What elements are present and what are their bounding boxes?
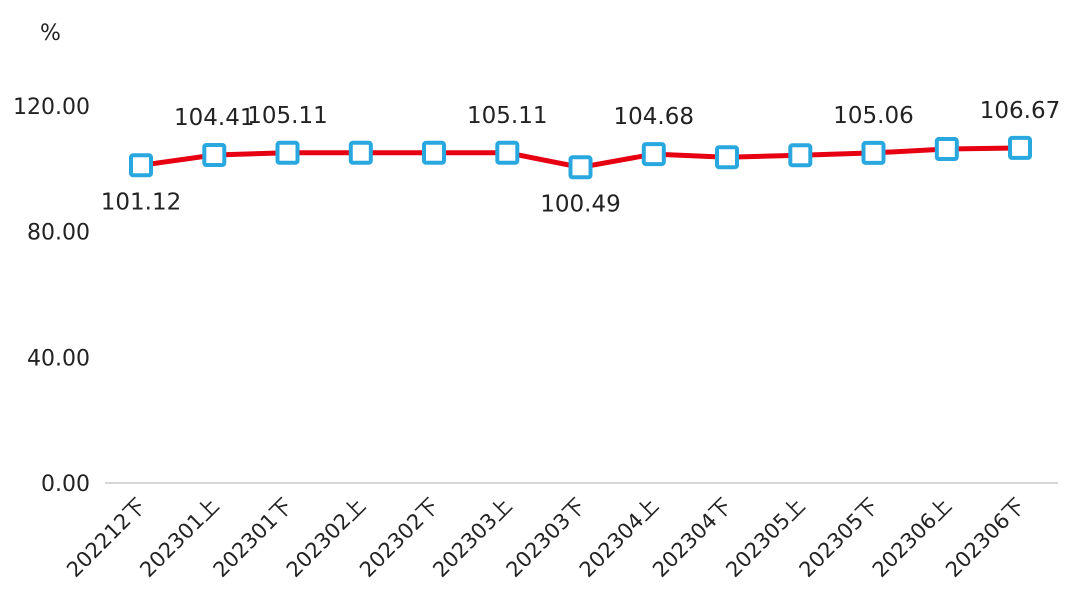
x-tick-label: 202305上: [721, 494, 810, 583]
data-point-marker: [495, 140, 520, 165]
data-point-marker: [788, 143, 813, 168]
data-point-marker: [715, 145, 739, 170]
data-point-marker: [641, 142, 666, 167]
data-point-marker: [202, 143, 227, 167]
data-label: 101.12: [101, 189, 181, 215]
data-label: 104.68: [614, 104, 694, 130]
data-point-marker: [275, 140, 300, 165]
x-tick-label: 202304下: [648, 494, 737, 583]
x-tick-label: 202302上: [282, 494, 371, 583]
x-tick-label: 202301上: [135, 494, 224, 583]
y-tick-label: 120.00: [13, 95, 90, 120]
x-tick-label: 202306下: [941, 494, 1030, 583]
y-axis-ticks: 0.00 40.00 80.00 120.00: [13, 95, 90, 497]
data-label: 105.06: [833, 103, 913, 129]
y-unit-label: %: [40, 21, 61, 46]
data-point-marker: [861, 140, 886, 165]
y-tick-label: 40.00: [27, 346, 90, 371]
data-point-marker: [129, 153, 153, 178]
data-label: 106.67: [980, 98, 1060, 124]
data-point-marker: [568, 155, 593, 180]
x-axis-ticks: 202212下202301上202301下202302上202302下20230…: [62, 494, 1030, 583]
data-label: 105.11: [467, 103, 547, 129]
data-point-marker: [422, 140, 446, 165]
y-tick-label: 80.00: [27, 221, 90, 246]
x-tick-label: 202303下: [502, 494, 591, 583]
y-tick-label: 0.00: [41, 472, 90, 497]
x-tick-label: 202212下: [62, 494, 151, 583]
series-markers: [129, 135, 1032, 180]
data-point-marker: [934, 137, 959, 161]
x-tick-label: 202304上: [575, 494, 664, 583]
data-point-marker: [1008, 135, 1032, 160]
x-tick-label: 202305下: [795, 494, 884, 583]
data-label: 100.49: [540, 191, 620, 217]
x-tick-label: 202302下: [355, 494, 444, 583]
data-label: 104.41: [174, 105, 254, 131]
x-tick-label: 202306上: [868, 494, 957, 583]
data-label: 105.11: [247, 103, 327, 129]
data-point-marker: [348, 140, 373, 165]
x-tick-label: 202303上: [428, 494, 517, 583]
x-tick-label: 202301下: [209, 494, 298, 583]
